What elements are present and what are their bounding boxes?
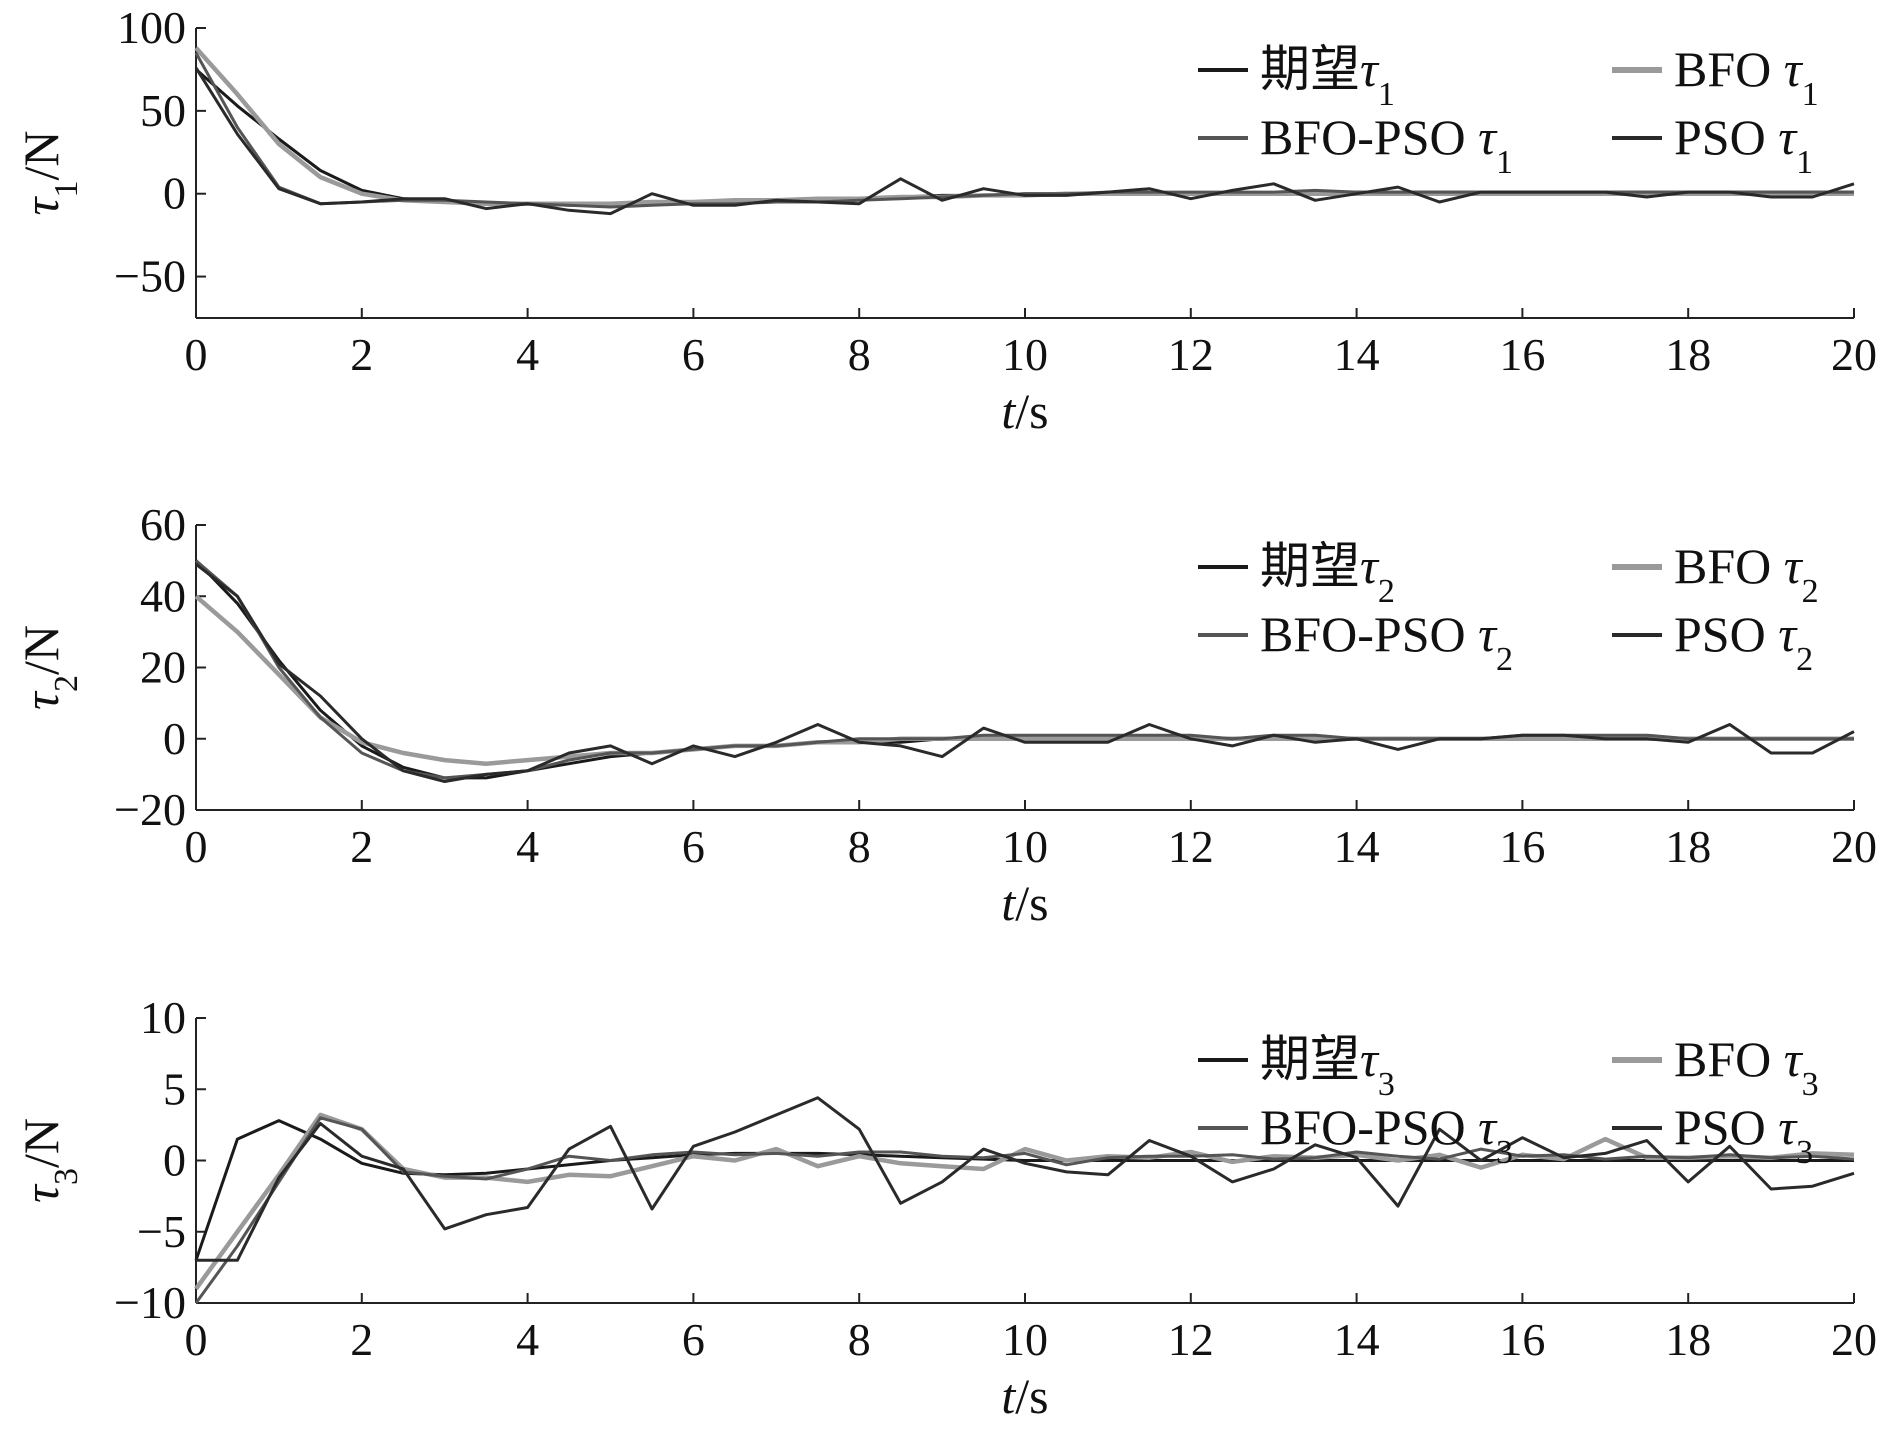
x-tick-label: 4 [516, 1314, 539, 1365]
y-tick-label: −5 [137, 1206, 186, 1257]
legend-entry: 期望τ1 [1260, 41, 1395, 113]
x-tick-label: 6 [682, 821, 705, 872]
y-axis-label: τ3/N [13, 1118, 85, 1203]
y-tick-label: 40 [140, 570, 186, 621]
y-tick-label: 0 [163, 1135, 186, 1186]
y-tick-label: 60 [140, 499, 186, 550]
x-axis-label: t/s [1001, 875, 1048, 931]
x-axis-label: t/s [1001, 383, 1048, 439]
y-tick-label: −50 [114, 251, 186, 302]
x-tick-label: 20 [1831, 1314, 1877, 1365]
series-line-3 [194, 52, 1854, 209]
x-tick-label: 0 [185, 821, 208, 872]
x-tick-label: 16 [1499, 329, 1545, 380]
x-tick-label: 18 [1665, 329, 1711, 380]
x-tick-label: 18 [1665, 1314, 1711, 1365]
legend-entry: BFO τ1 [1674, 41, 1819, 113]
series-line-4 [194, 67, 1855, 216]
legend-entry: 期望τ2 [1260, 538, 1395, 610]
x-tick-label: 14 [1334, 821, 1380, 872]
x-tick-label: 14 [1334, 1314, 1380, 1365]
x-tick-label: 0 [185, 1314, 208, 1365]
x-tick-label: 20 [1831, 821, 1877, 872]
x-tick-label: 0 [185, 329, 208, 380]
y-tick-label: 10 [140, 992, 186, 1043]
x-tick-label: 6 [682, 1314, 705, 1365]
x-axis-label: t/s [1001, 1368, 1048, 1424]
series-line-4 [196, 1096, 1855, 1262]
y-axis-label: τ2/N [13, 625, 85, 710]
legend-entry: BFO τ2 [1674, 538, 1819, 610]
y-tick-label: 50 [140, 85, 186, 136]
x-tick-label: 12 [1168, 329, 1214, 380]
series-line-4 [195, 563, 1855, 783]
legend-entry: BFO-PSO τ1 [1260, 109, 1513, 181]
x-tick-label: 10 [1002, 1314, 1048, 1365]
x-tick-label: 20 [1831, 329, 1877, 380]
x-tick-label: 6 [682, 329, 705, 380]
x-tick-label: 8 [848, 821, 871, 872]
x-tick-label: 2 [350, 329, 373, 380]
y-tick-label: 0 [163, 713, 186, 764]
series-line-1 [194, 1119, 1854, 1261]
series-line-2 [194, 46, 1854, 206]
legend-entry: BFO-PSO τ2 [1260, 606, 1513, 678]
x-tick-label: 10 [1002, 329, 1048, 380]
y-axis-label: τ1/N [13, 131, 85, 216]
x-tick-label: 4 [516, 329, 539, 380]
x-tick-label: 14 [1334, 329, 1380, 380]
legend-entry: PSO τ2 [1674, 606, 1813, 678]
series-line-1 [195, 68, 1854, 207]
series-line-2 [194, 1112, 1855, 1291]
series-line-3 [194, 1116, 1855, 1304]
series-line-2 [194, 594, 1854, 766]
series-line-1 [194, 559, 1854, 780]
x-tick-label: 8 [848, 1314, 871, 1365]
y-tick-label: 100 [117, 2, 186, 53]
legend-entry: BFO τ3 [1674, 1031, 1819, 1103]
x-tick-label: 10 [1002, 821, 1048, 872]
x-tick-label: 16 [1499, 1314, 1545, 1365]
y-tick-label: −20 [114, 784, 186, 835]
legend-entry: PSO τ1 [1674, 109, 1813, 181]
legend-entry: 期望τ3 [1260, 1031, 1395, 1103]
y-tick-label: 5 [163, 1063, 186, 1114]
series-line-3 [195, 559, 1854, 780]
y-tick-label: 0 [163, 168, 186, 219]
legend-entry: BFO-PSO τ3 [1260, 1099, 1513, 1171]
legend-entry: PSO τ3 [1674, 1099, 1813, 1171]
x-tick-label: 2 [350, 821, 373, 872]
x-tick-label: 2 [350, 1314, 373, 1365]
x-tick-label: 4 [516, 821, 539, 872]
x-tick-label: 16 [1499, 821, 1545, 872]
y-tick-label: −10 [114, 1277, 186, 1328]
x-tick-label: 18 [1665, 821, 1711, 872]
x-tick-label: 12 [1168, 821, 1214, 872]
x-tick-label: 12 [1168, 1314, 1214, 1365]
y-tick-label: 20 [140, 642, 186, 693]
x-tick-label: 8 [848, 329, 871, 380]
